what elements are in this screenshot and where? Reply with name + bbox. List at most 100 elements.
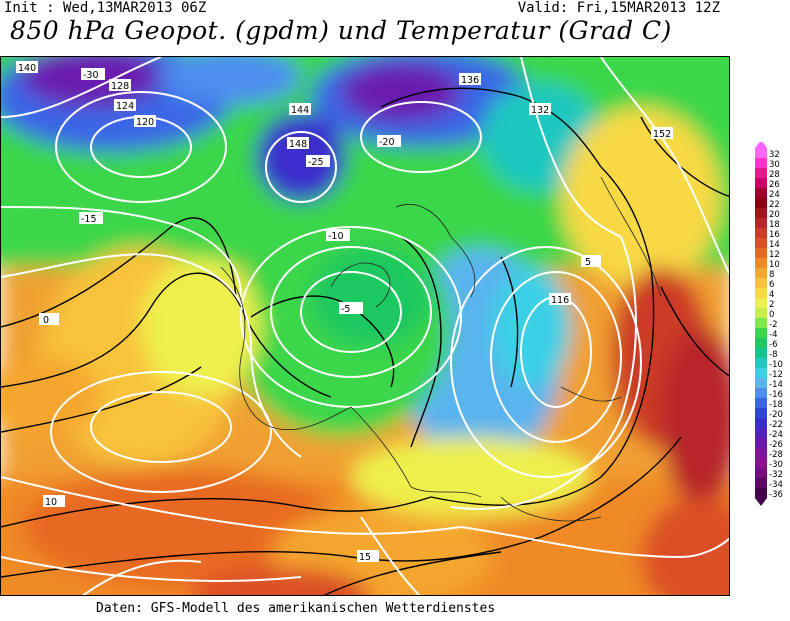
legend-tick-label: 12 (769, 250, 780, 260)
svg-text:-20: -20 (379, 137, 395, 148)
legend-swatch (755, 378, 767, 388)
geopotential-label: 124 (114, 99, 136, 112)
temperature-label: 5 (581, 255, 601, 268)
legend-tick-label: 0 (769, 310, 774, 320)
svg-text:140: 140 (18, 63, 36, 74)
legend-tick-label: -6 (769, 340, 777, 350)
svg-text:148: 148 (289, 139, 307, 150)
legend-tick-label: 8 (769, 270, 774, 280)
legend-swatch (755, 258, 767, 268)
svg-text:-5: -5 (341, 304, 350, 315)
valid-time-label: Valid: Fri,15MAR2013 12Z (517, 0, 720, 16)
legend-tick-label: -14 (769, 380, 783, 390)
svg-text:144: 144 (291, 105, 309, 116)
legend-swatch (755, 458, 767, 468)
svg-text:-25: -25 (308, 157, 324, 168)
svg-text:120: 120 (136, 117, 154, 128)
legend-swatch (755, 318, 767, 328)
temperature-label: 0 (39, 313, 59, 326)
legend-swatch (755, 278, 767, 288)
legend-tick-label: 10 (769, 260, 780, 270)
legend-tick-label: -10 (769, 360, 783, 370)
temperature-label: -20 (377, 135, 401, 148)
geopotential-label: 148 (287, 137, 309, 150)
legend-swatch (755, 158, 767, 168)
legend-swatch (755, 268, 767, 278)
legend-tick-label: -30 (769, 460, 783, 470)
svg-text:132: 132 (531, 105, 549, 116)
legend-swatch (755, 178, 767, 188)
svg-text:5: 5 (585, 257, 591, 268)
svg-text:-30: -30 (83, 70, 99, 81)
legend-tick-label: -32 (769, 470, 783, 480)
temperature-label: -10 (326, 229, 350, 242)
legend-tick-label: -2 (769, 320, 777, 330)
svg-text:152: 152 (653, 129, 671, 140)
legend-tick-label: 26 (769, 180, 780, 190)
temperature-label: 10 (43, 495, 65, 508)
legend-tick-label: 16 (769, 230, 780, 240)
legend-tick-label: -18 (769, 400, 783, 410)
legend-swatch (755, 238, 767, 248)
geopotential-label: 132 (529, 103, 551, 116)
legend-tick-label: -28 (769, 450, 783, 460)
legend-bottom-arrow (755, 498, 767, 506)
legend-swatch (755, 338, 767, 348)
legend-swatch (755, 418, 767, 428)
legend-swatch (755, 488, 767, 498)
svg-text:0: 0 (43, 315, 49, 326)
legend-top-arrow (755, 142, 767, 148)
svg-text:15: 15 (359, 552, 371, 563)
geopotential-label: 136 (459, 73, 481, 86)
legend-swatch (755, 328, 767, 338)
data-source-footer: Daten: GFS-Modell des amerikanischen Wet… (96, 601, 496, 616)
legend-swatch (755, 188, 767, 198)
legend-tick-label: 28 (769, 170, 780, 180)
contour-labels: 140 128 124 120 144 148 136 132 116 152 … (16, 61, 673, 563)
legend-swatch (755, 368, 767, 378)
legend-tick-label: -22 (769, 420, 783, 430)
geopotential-label: 116 (549, 293, 571, 306)
temperature-label: -5 (339, 302, 363, 315)
legend-tick-label: -26 (769, 440, 783, 450)
legend-tick-label: -34 (769, 480, 783, 490)
legend-swatch (755, 438, 767, 448)
legend-tick-label: 2 (769, 300, 774, 310)
legend-swatch (755, 478, 767, 488)
svg-text:116: 116 (551, 295, 569, 306)
svg-text:128: 128 (111, 81, 129, 92)
temperature-label: -15 (79, 212, 103, 225)
legend-tick-label: 4 (769, 290, 774, 300)
legend-swatch (755, 348, 767, 358)
legend-swatch (755, 408, 767, 418)
legend-tick-label: 20 (769, 210, 780, 220)
legend-swatch (755, 168, 767, 178)
legend-swatch (755, 398, 767, 408)
coastlines (220, 176, 662, 522)
legend-tick-label: -4 (769, 330, 777, 340)
legend-tick-label: 22 (769, 200, 780, 210)
legend-tick-label: -20 (769, 410, 783, 420)
isotherm-lines (1, 87, 729, 595)
legend-tick-label: -8 (769, 350, 777, 360)
legend-swatch (755, 218, 767, 228)
temperature-field (1, 57, 729, 595)
legend-swatch (755, 298, 767, 308)
geopotential-contours (1, 57, 729, 595)
legend-swatch (755, 448, 767, 458)
legend-tick-label: 14 (769, 240, 780, 250)
geopotential-label: 128 (109, 79, 131, 92)
weather-map: 140 128 124 120 144 148 136 132 116 152 … (0, 56, 730, 596)
legend-swatch (755, 198, 767, 208)
svg-text:124: 124 (116, 101, 134, 112)
legend-swatch (755, 248, 767, 258)
legend-swatch (755, 468, 767, 478)
legend-tick-label: -36 (769, 490, 783, 500)
init-time-label: Init : Wed,13MAR2013 06Z (4, 0, 207, 16)
geopotential-label: 120 (134, 115, 156, 128)
legend-tick-label: -16 (769, 390, 783, 400)
legend-swatch (755, 208, 767, 218)
legend-tick-label: 32 (769, 150, 780, 160)
svg-text:-15: -15 (81, 214, 97, 225)
legend-swatch (755, 358, 767, 368)
